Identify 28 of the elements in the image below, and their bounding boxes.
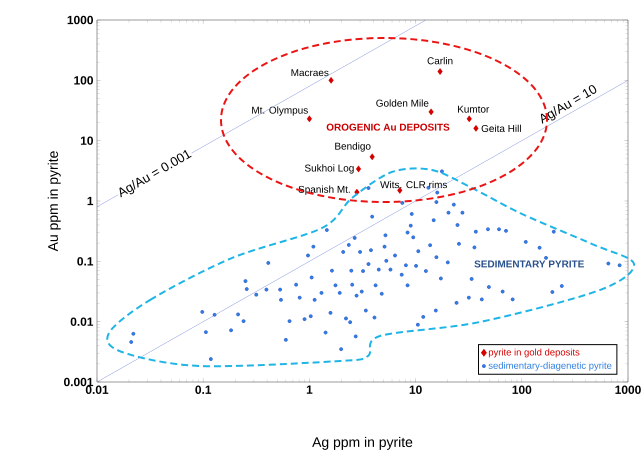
x-tick-label: 0.1 [195,386,212,394]
data-label: Bendigo [335,142,371,152]
data-label: Kumtor [458,106,490,113]
data-label: Geita Hill [482,124,521,132]
y-tick-label: 1 [88,196,94,206]
y-axis-title: Au ppm in pyrite [48,151,61,252]
y-tick-label: 1000 [68,16,93,24]
x-tick-label: 1000 [615,386,641,394]
annotation: OROGENIC Au DEPOSITS [326,124,450,131]
data-label: Sukhoi Log [304,164,354,174]
x-tick-label: 1 [306,386,312,394]
data-label: Macraes [291,69,329,76]
x-axis-title: Ag ppm in pyrite [312,436,412,450]
data-label: Wits. CLR rims [380,180,448,188]
annotation: SEDIMENTARY PYRITE [474,260,584,268]
x-tick-label: 100 [512,386,532,394]
data-label: Golden Mile [376,99,428,107]
x-tick-label: 10 [410,386,422,394]
y-tick-label: 10 [80,136,93,145]
y-tick-label: 0.1 [77,257,94,266]
y-tick-label: 0.001 [64,378,94,386]
legend-label: pyrite in gold deposits [488,348,580,358]
data-label: Mt. Olympus [252,106,308,116]
y-tick-label: 100 [74,76,93,85]
legend-label: sedimentary-diagenetic pyrite [488,362,612,371]
data-label: Carlin [428,57,452,64]
data-label: Spanish Mt. [298,186,350,195]
y-tick-label: 0.01 [70,317,94,326]
